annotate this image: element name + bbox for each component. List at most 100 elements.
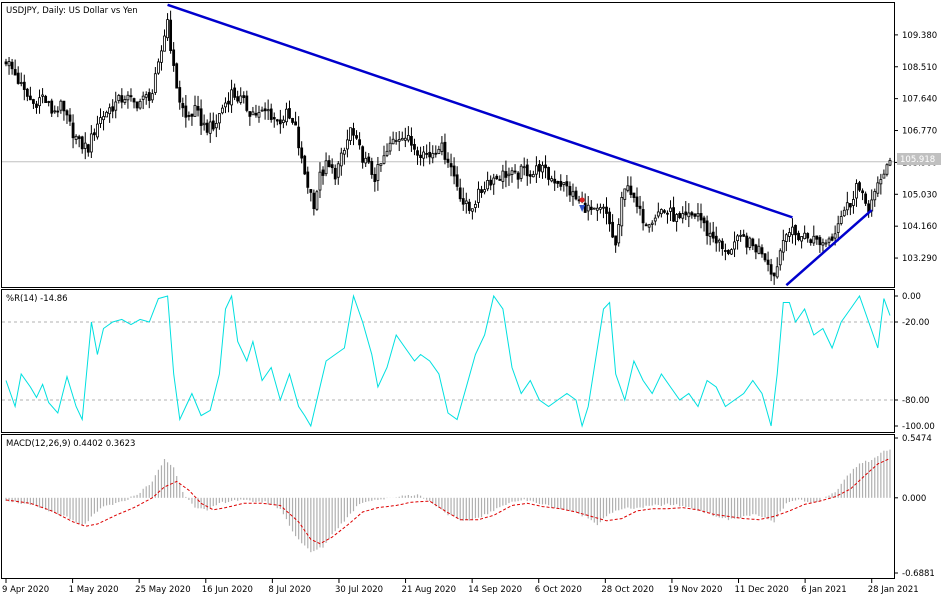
- candle: [812, 225, 816, 246]
- candle: [306, 166, 310, 194]
- candle-body: [105, 111, 108, 118]
- candle: [879, 173, 883, 195]
- candle-body: [781, 240, 785, 253]
- candle: [175, 62, 179, 89]
- candle: [25, 87, 29, 102]
- candle-body: [248, 111, 252, 117]
- candle-body: [56, 110, 60, 113]
- candle: [873, 188, 877, 207]
- candle-body: [644, 224, 648, 227]
- candle: [129, 88, 133, 102]
- candle: [861, 188, 864, 201]
- candle: [169, 10, 173, 54]
- candle-body: [681, 213, 685, 219]
- candle: [288, 100, 291, 120]
- candle: [522, 157, 526, 176]
- candle-body: [321, 169, 325, 176]
- candle: [397, 131, 401, 152]
- candle-body: [760, 247, 764, 255]
- candle-body: [553, 178, 557, 184]
- candle-body: [861, 190, 864, 194]
- candle: [696, 203, 700, 222]
- candle: [285, 102, 288, 126]
- candle: [739, 229, 743, 242]
- candle-body: [708, 232, 712, 237]
- candle-body: [263, 108, 267, 112]
- candle-body: [669, 207, 672, 212]
- candle: [336, 161, 340, 185]
- candle-body: [147, 92, 151, 101]
- candle-body: [169, 19, 173, 51]
- candle-body: [141, 95, 145, 100]
- candle: [525, 158, 529, 186]
- candle-body: [385, 150, 389, 156]
- candle-body: [150, 93, 154, 101]
- candle: [815, 235, 819, 245]
- candle: [690, 210, 694, 219]
- candle-body: [428, 151, 432, 158]
- candle-body: [879, 179, 883, 185]
- candle: [406, 126, 410, 143]
- candle: [248, 111, 252, 126]
- candle-body: [821, 242, 825, 246]
- candle-body: [123, 99, 127, 103]
- candle: [217, 113, 221, 130]
- candle-body: [510, 170, 514, 175]
- candle-body: [830, 236, 834, 241]
- candle: [519, 163, 523, 182]
- candle: [245, 90, 249, 113]
- candle: [68, 108, 72, 126]
- candle-body: [824, 242, 828, 245]
- candle: [297, 116, 301, 156]
- wpr-series-line: [5, 294, 891, 428]
- candle-body: [595, 207, 599, 211]
- price-tick-label: 106.770: [902, 127, 937, 137]
- candle: [157, 58, 160, 75]
- candle-body: [102, 116, 105, 121]
- candle: [22, 74, 26, 101]
- candle-body: [754, 244, 758, 253]
- candle-body: [388, 142, 392, 152]
- wpr-axis: 0.00 -20.00 -80.00 -100.00: [894, 292, 935, 432]
- candle: [446, 152, 450, 168]
- candle: [193, 95, 197, 117]
- candle-body: [236, 96, 240, 102]
- candle: [199, 99, 203, 135]
- candle-body: [324, 160, 328, 175]
- candle: [544, 155, 547, 179]
- date-tick-label: 16 Jun 2020: [202, 585, 253, 595]
- candle-body: [620, 197, 624, 227]
- candle: [254, 104, 258, 118]
- candle: [59, 99, 63, 114]
- candle-body: [504, 171, 508, 178]
- candle-body: [809, 239, 813, 244]
- candle-body: [556, 180, 560, 184]
- candle: [358, 132, 362, 150]
- wpr-pane[interactable]: [1, 289, 895, 433]
- candle: [797, 230, 800, 242]
- date-axis: 9 Apr 2020 1 May 2020 25 May 2020 16 Jun 20…: [2, 579, 919, 595]
- candle-body: [656, 211, 660, 217]
- candle: [333, 164, 337, 185]
- candle: [300, 141, 304, 164]
- candle: [111, 99, 115, 119]
- candle-body: [513, 170, 517, 173]
- price-pane[interactable]: [1, 2, 895, 288]
- candle-body: [129, 95, 133, 98]
- arrow-marker: [579, 204, 586, 212]
- candle-body: [330, 164, 334, 169]
- candle-body: [38, 97, 41, 107]
- candle: [742, 229, 746, 237]
- candle: [541, 161, 544, 179]
- candle: [483, 181, 486, 195]
- candle-body: [791, 226, 794, 236]
- candle-body: [114, 101, 118, 111]
- candle: [80, 135, 84, 154]
- candle: [848, 203, 852, 216]
- candle: [461, 187, 465, 211]
- candle: [882, 169, 886, 179]
- candle: [13, 59, 17, 76]
- candle: [352, 122, 355, 146]
- candle-body: [565, 181, 569, 187]
